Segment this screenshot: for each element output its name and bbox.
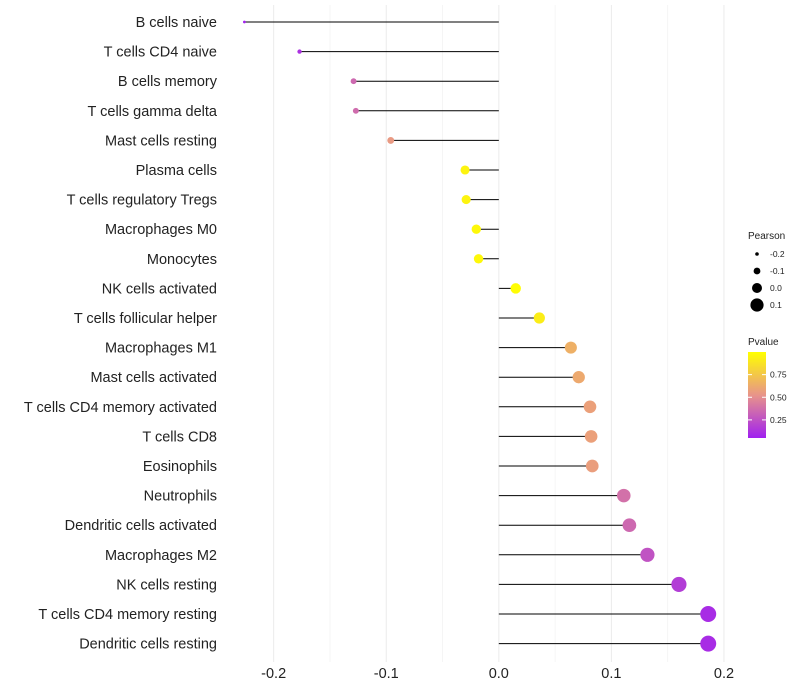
colorbar-label: 0.75	[770, 370, 787, 380]
lollipop-point	[243, 20, 246, 24]
color-legend-title: Pvalue	[748, 337, 779, 348]
lollipop-point	[585, 459, 599, 473]
category-label: Mast cells activated	[90, 370, 217, 386]
category-label: T cells follicular helper	[74, 311, 217, 327]
category-label: T cells regulatory Tregs	[67, 193, 217, 209]
category-label: B cells memory	[118, 74, 218, 90]
category-label: T cells CD4 naive	[104, 45, 217, 61]
size-legend: -0.2 -0.1 0.0 0.1	[750, 249, 785, 312]
lollipop-point	[387, 136, 395, 144]
size-legend-key	[755, 252, 759, 256]
legend: Pearson -0.2-0.10.00.1 Pvalue 0.250.500.…	[748, 231, 787, 438]
category-label: Eosinophils	[143, 459, 217, 475]
lollipop-point	[583, 400, 597, 414]
category-label: Macrophages M2	[105, 548, 217, 564]
category-label: Macrophages M0	[105, 222, 217, 238]
lollipop-point	[564, 341, 577, 354]
category-label: NK cells activated	[102, 281, 217, 297]
size-legend-key	[750, 298, 764, 312]
lollipop-point	[533, 312, 545, 324]
lollipop-point	[700, 606, 717, 622]
lollipop-point	[700, 635, 717, 652]
size-legend-key	[752, 283, 762, 293]
lollipop-point	[460, 165, 470, 175]
lollipop-point	[350, 78, 357, 85]
size-legend-label: -0.1	[770, 266, 785, 276]
category-label: T cells CD4 memory resting	[38, 607, 217, 623]
category-label: T cells CD4 memory activated	[24, 400, 217, 416]
size-legend-label: 0.1	[770, 300, 782, 310]
category-label: NK cells resting	[116, 577, 217, 593]
lollipop-points	[243, 20, 717, 652]
category-label: Monocytes	[147, 252, 217, 268]
size-legend-key	[753, 267, 761, 275]
lollipop-point	[297, 49, 302, 54]
lollipop-point	[461, 195, 471, 205]
color-legend-ticks: 0.25 0.50 0.75	[748, 370, 787, 425]
x-tick-label: 0.1	[601, 666, 621, 682]
lollipop-point	[510, 283, 521, 294]
lollipop-point	[473, 254, 484, 264]
y-axis-labels: B cells naive T cells CD4 naive B cells me…	[24, 15, 218, 653]
size-legend-label: -0.2	[770, 249, 785, 259]
size-legend-title: Pearson	[748, 231, 785, 242]
x-tick-label: -0.2	[261, 666, 286, 682]
grid-lines	[273, 5, 725, 662]
lollipop-point	[572, 371, 585, 384]
x-tick-label: 0.2	[714, 666, 734, 682]
category-label: Plasma cells	[136, 163, 217, 179]
lollipop-point	[584, 430, 598, 443]
x-axis-tick-labels: -0.2 -0.1 0.0 0.1 0.2	[261, 666, 734, 682]
category-label: Dendritic cells activated	[65, 518, 217, 534]
colorbar-label: 0.50	[770, 392, 787, 402]
lollipop-point	[622, 518, 637, 533]
category-label: Dendritic cells resting	[79, 637, 217, 653]
category-label: Neutrophils	[144, 489, 217, 505]
lollipop-point	[616, 488, 631, 503]
lollipop-point	[352, 107, 359, 114]
x-tick-label: 0.0	[489, 666, 509, 682]
x-tick-label: -0.1	[374, 666, 399, 682]
pvalue-colorbar	[748, 352, 766, 438]
colorbar-label: 0.25	[770, 415, 787, 425]
category-label: Macrophages M1	[105, 341, 217, 357]
lollipop-stems	[244, 21, 709, 645]
lollipop-point	[471, 224, 481, 234]
lollipop-point	[640, 547, 655, 562]
category-label: Mast cells resting	[105, 133, 217, 149]
category-label: T cells CD8	[142, 429, 217, 445]
category-label: T cells gamma delta	[88, 104, 218, 120]
size-legend-label: 0.0	[770, 283, 782, 293]
category-label: B cells naive	[136, 15, 217, 31]
lollipop-point	[671, 576, 687, 592]
